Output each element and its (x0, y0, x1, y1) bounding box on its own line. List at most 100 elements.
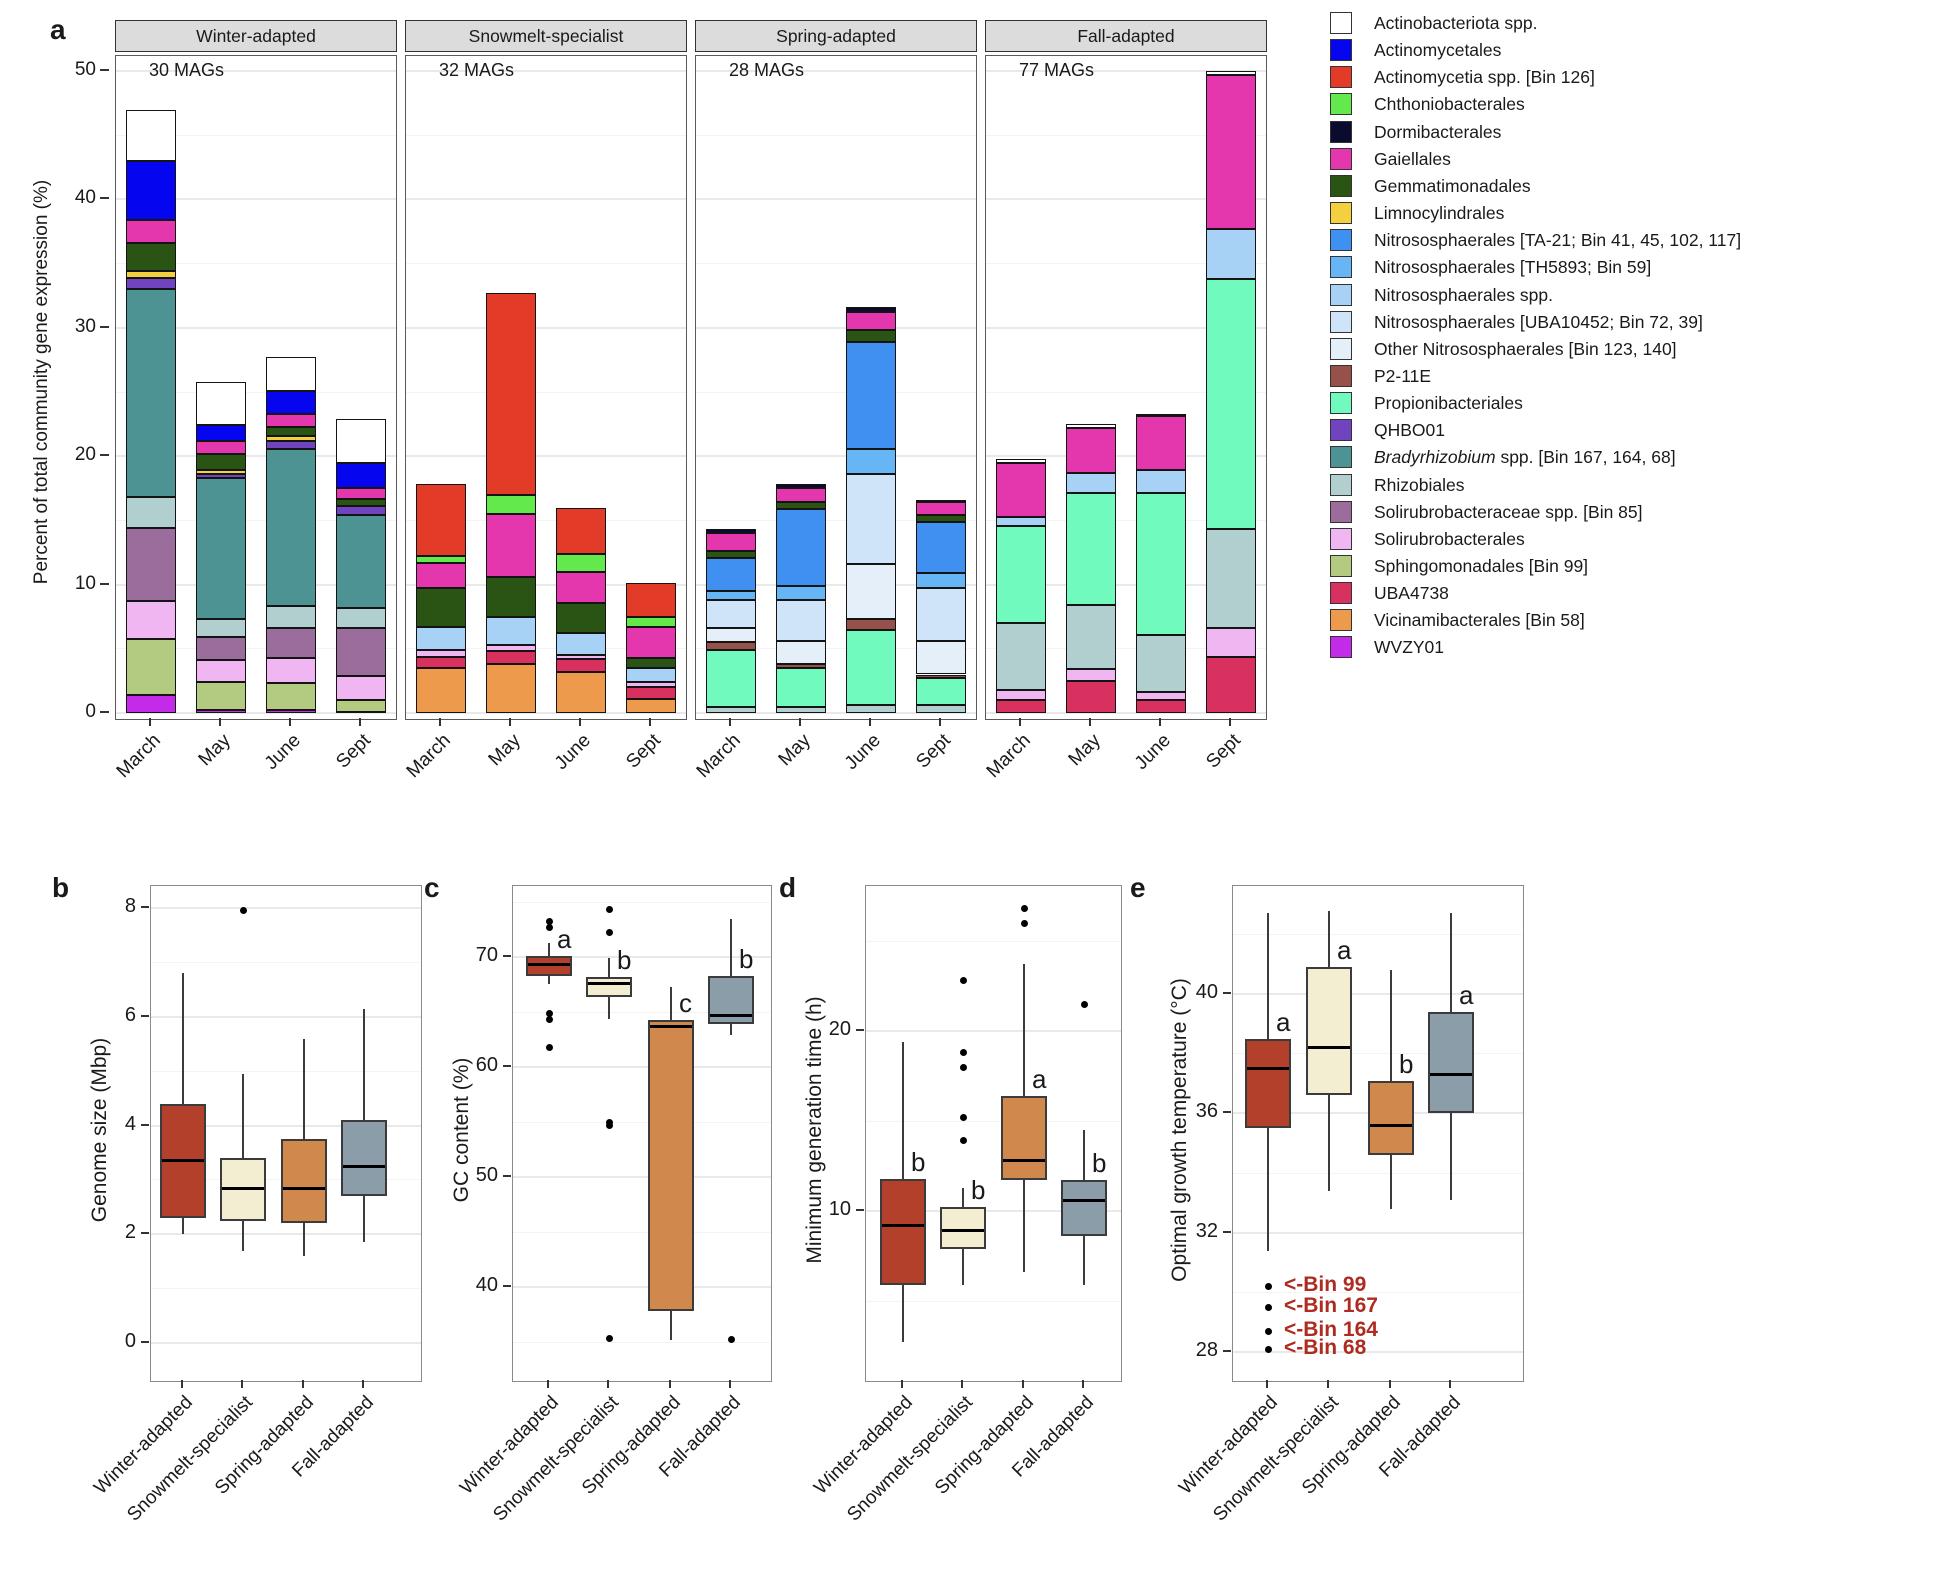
x-axis-label: May (774, 730, 815, 771)
bar-segment (416, 668, 466, 713)
facet-plot-area (695, 55, 977, 720)
bar-segment (1136, 416, 1186, 471)
legend-item: Dormibacterales (1330, 120, 1890, 143)
x-axis-tick (1449, 1380, 1451, 1388)
bar-segment (196, 682, 246, 711)
x-axis-label: June (260, 730, 305, 774)
median-line (942, 1229, 984, 1233)
bar-segment (1136, 493, 1186, 635)
legend-label: Nitrososphaerales [TA-21; Bin 41, 45, 10… (1374, 230, 1742, 251)
median-line (1247, 1067, 1289, 1071)
panel-d-y-axis-title: Minimum generation time (h) (803, 996, 826, 1264)
gridline (406, 326, 686, 329)
bar-segment (196, 474, 246, 479)
y-axis-tick (100, 711, 109, 713)
legend-swatch (1330, 147, 1352, 170)
legend-swatch (1330, 202, 1352, 225)
stacked-bar (486, 293, 536, 713)
gridline (406, 70, 686, 72)
bar-segment (626, 698, 676, 713)
x-axis-tick (1266, 1380, 1268, 1388)
bar-segment (556, 553, 606, 572)
panel-c-letter: c (424, 872, 440, 903)
x-axis-tick (302, 1380, 304, 1388)
significance-letter: a (1459, 979, 1474, 1010)
y-axis-tick-label: 6 (124, 1003, 136, 1026)
bar-segment (126, 528, 176, 602)
boxplot-box (1061, 1180, 1107, 1237)
gridline (696, 263, 976, 265)
legend-label: Solirubrobacterales (1374, 528, 1525, 549)
gridline (116, 134, 396, 136)
stacked-bar (996, 458, 1046, 713)
annotation-dot (1264, 1327, 1272, 1335)
gridline (986, 198, 1266, 201)
facet-title: Snowmelt-specialist (405, 20, 687, 52)
gridline (513, 1176, 771, 1178)
stacked-bar (336, 418, 386, 713)
gridline (151, 961, 421, 963)
y-axis-tick (141, 1014, 149, 1017)
y-axis-tick (503, 1065, 511, 1067)
median-line (343, 1164, 385, 1168)
x-axis-tick (729, 1380, 731, 1388)
outlier-dot (545, 918, 553, 926)
facet-title: Spring-adapted (695, 20, 977, 52)
y-axis-tick-label: 4 (124, 1112, 136, 1135)
legend-label: Actinomycetia spp. [Bin 126] (1374, 67, 1595, 88)
y-axis-tick-label: 0 (85, 701, 96, 722)
y-axis-tick-label: 50 (74, 59, 96, 80)
y-axis-tick (1223, 992, 1231, 995)
y-axis-tick-label: 60 (475, 1054, 498, 1076)
outlier-dot (605, 906, 613, 914)
boxplot-box (1428, 1011, 1474, 1114)
x-axis-tick (219, 718, 221, 726)
outlier-dot (605, 929, 613, 937)
significance-letter: b (617, 944, 632, 975)
y-axis-tick (141, 1232, 149, 1235)
gridline (406, 198, 686, 201)
panel-e-letter: e (1130, 872, 1146, 903)
legend-swatch (1330, 93, 1352, 116)
gridline (116, 391, 396, 393)
bar-segment (846, 474, 896, 565)
bar-segment (846, 341, 896, 449)
legend-swatch (1330, 364, 1352, 387)
gridline (151, 1233, 421, 1236)
bar-segment (916, 499, 966, 503)
bar-segment (776, 664, 826, 669)
x-axis-tick (1389, 1380, 1391, 1388)
gridline (1233, 993, 1523, 996)
y-axis-tick-label: 8 (124, 895, 136, 917)
outlier-dot (545, 1009, 553, 1017)
outlier-dot (605, 1335, 613, 1343)
legend-item: Sphingomonadales [Bin 99] (1330, 555, 1890, 577)
bar-segment (1136, 470, 1186, 494)
legend-label: Nitrososphaerales spp. (1374, 284, 1553, 305)
legend-label: Actinobacteriota spp. (1374, 13, 1538, 33)
bar-segment (486, 576, 536, 617)
legend-swatch (1330, 392, 1352, 415)
x-axis-tick (939, 718, 941, 726)
legend-item: Propionibacteriales (1330, 392, 1890, 415)
bar-segment (336, 498, 386, 507)
x-axis-label: May (194, 730, 235, 771)
bar-segment (196, 637, 246, 661)
bar-segment (996, 700, 1046, 713)
bar-segment (846, 330, 896, 342)
bar-segment (196, 470, 246, 475)
bar-segment (126, 277, 176, 290)
y-axis-tick-label: 20 (828, 1018, 851, 1040)
bar-segment (1136, 634, 1186, 693)
bar-segment (336, 462, 386, 489)
bar-segment (486, 616, 536, 645)
x-axis-tick (241, 1380, 243, 1388)
y-axis-tick-label: 50 (475, 1164, 498, 1186)
y-axis-tick (100, 69, 109, 71)
bar-segment (776, 668, 826, 707)
legend-label: Chthoniobacterales (1374, 94, 1525, 115)
gridline (696, 519, 976, 521)
outlier-dot (605, 1121, 613, 1129)
bar-segment (266, 448, 316, 607)
